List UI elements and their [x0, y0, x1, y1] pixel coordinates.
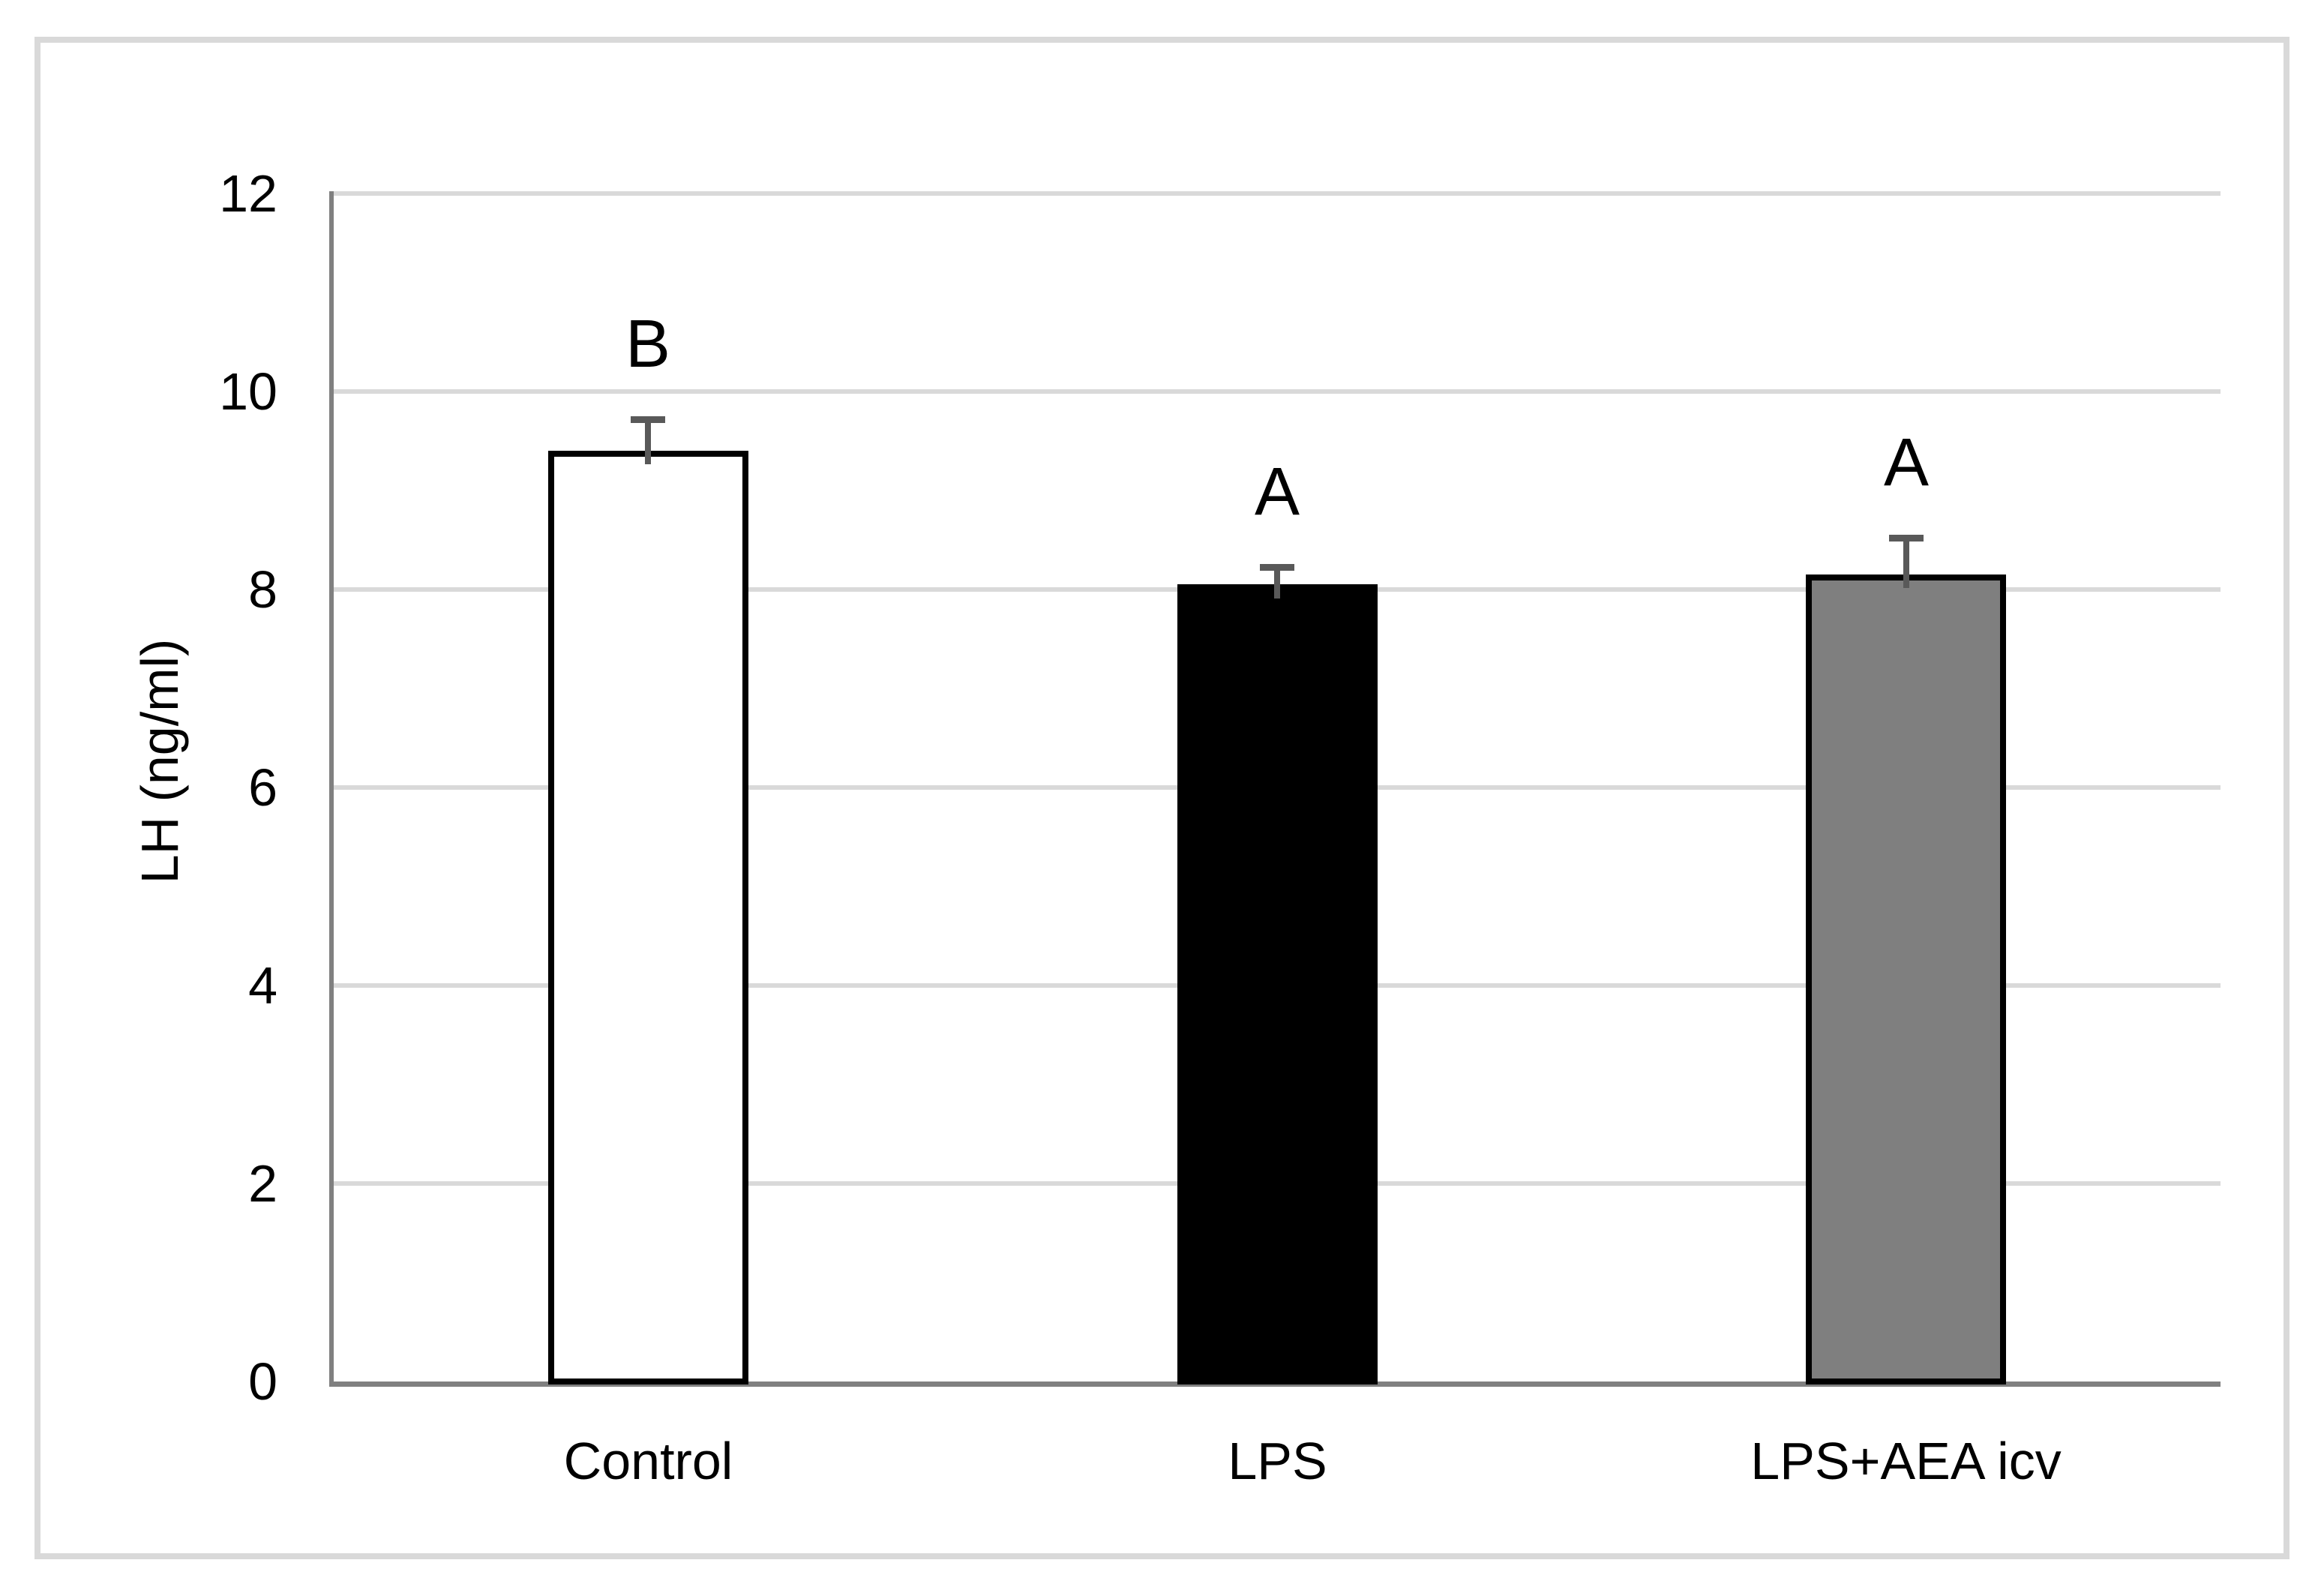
error-bar-whisker [645, 419, 651, 464]
error-bar-cap [1260, 564, 1294, 571]
bar [1177, 584, 1378, 1384]
category-label: LPS+AEA icv [1750, 1432, 2062, 1490]
figure-border [34, 37, 2290, 1559]
significance-letter: A [1254, 454, 1300, 530]
y-tick-label: 6 [248, 758, 277, 817]
gridline [334, 389, 2221, 394]
error-bar-whisker [1274, 567, 1280, 598]
category-label: LPS [1228, 1432, 1327, 1490]
significance-letter: A [1883, 425, 1930, 500]
error-bar-cap [631, 416, 665, 423]
y-tick-label: 10 [219, 362, 277, 421]
error-bar-cap [1889, 535, 1924, 542]
y-tick-label: 8 [248, 560, 277, 619]
y-tick-label: 0 [248, 1352, 277, 1411]
error-bar-whisker [1903, 538, 1909, 588]
bar [548, 451, 748, 1384]
bar [1806, 574, 2006, 1384]
y-tick-label: 2 [248, 1154, 277, 1213]
gridline [334, 191, 2221, 196]
y-tick-label: 4 [248, 956, 277, 1015]
y-axis-line [329, 191, 334, 1387]
significance-letter: B [625, 307, 671, 382]
category-label: Control [563, 1432, 733, 1490]
y-tick-label: 12 [219, 164, 277, 223]
